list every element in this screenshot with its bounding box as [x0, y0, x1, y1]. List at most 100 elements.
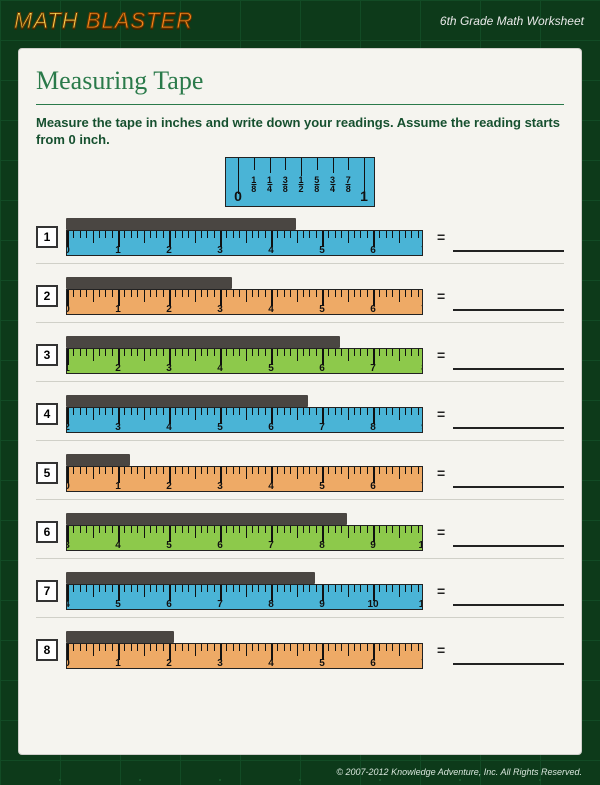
ruler-block: 4567891011 [66, 572, 423, 610]
ruler-number: 2 [166, 481, 172, 492]
problem-number: 8 [36, 639, 58, 661]
ruler-number: 1 [115, 481, 121, 492]
ruler-number: 4 [268, 304, 274, 315]
ruler-number: 5 [319, 304, 325, 315]
logo: MATH BLASTER [14, 8, 193, 34]
ruler-number: 4 [268, 658, 274, 669]
ruler-number: 2 [166, 245, 172, 256]
ruler-block: 01234567 [66, 218, 423, 256]
ruler-number: 6 [319, 363, 325, 374]
tape-bar [66, 277, 232, 289]
page-title: Measuring Tape [36, 66, 564, 105]
answer-blank[interactable] [453, 545, 564, 547]
legend-ruler: 0181438125834781 [225, 157, 375, 207]
worksheet-sheet: Measuring Tape Measure the tape in inche… [18, 48, 582, 755]
equals-label: = [431, 406, 445, 422]
legend-fraction-label: 38 [283, 176, 288, 193]
problem-number: 2 [36, 285, 58, 307]
tape-bar [66, 218, 296, 230]
answer-blank[interactable] [453, 604, 564, 606]
ruler-number: 9 [370, 540, 376, 551]
legend-fraction-label: 14 [267, 176, 272, 193]
page-header: MATH BLASTER 6th Grade Math Worksheet [0, 0, 600, 48]
ruler-number: 8 [319, 540, 325, 551]
tape-bar [66, 572, 315, 584]
ruler-number: 1 [115, 245, 121, 256]
ruler-block: 12345678 [66, 336, 423, 374]
legend-whole-label: 0 [234, 188, 242, 204]
answer-blank[interactable] [453, 309, 564, 311]
ruler-block: 23456789 [66, 395, 423, 433]
ruler-number: 5 [166, 540, 172, 551]
problem-number: 3 [36, 344, 58, 366]
problem-row: 6345678910= [36, 513, 564, 559]
ruler-number: 7 [319, 422, 325, 433]
ruler: 4567891011 [66, 584, 423, 610]
ruler-number: 4 [268, 245, 274, 256]
logo-word-a: MATH [14, 8, 79, 33]
ruler-number: 5 [319, 245, 325, 256]
answer-blank[interactable] [453, 250, 564, 252]
ruler-number: 7 [217, 599, 223, 610]
ruler-number: 6 [370, 481, 376, 492]
ruler-number: 6 [370, 658, 376, 669]
answer-blank[interactable] [453, 368, 564, 370]
ruler-number: 8 [370, 422, 376, 433]
copyright: © 2007-2012 Knowledge Adventure, Inc. Al… [336, 767, 582, 777]
ruler: 345678910 [66, 525, 423, 551]
ruler-number: 8 [268, 599, 274, 610]
ruler-number: 1 [115, 658, 121, 669]
legend-fraction-label: 12 [298, 176, 303, 193]
problem-number: 1 [36, 226, 58, 248]
answer-blank[interactable] [453, 663, 564, 665]
ruler-number: 10 [418, 540, 423, 551]
ruler-number: 2 [166, 658, 172, 669]
ruler-number: 8 [421, 363, 423, 374]
ruler-number: 7 [421, 304, 423, 315]
ruler-number: 11 [419, 599, 423, 610]
ruler-number: 6 [268, 422, 274, 433]
ruler-number: 3 [217, 245, 223, 256]
legend-fraction-label: 18 [251, 176, 256, 193]
tape-bar [66, 513, 347, 525]
ruler-number: 7 [421, 658, 423, 669]
ruler-number: 3 [166, 363, 172, 374]
ruler-number: 3 [217, 658, 223, 669]
ruler-block: 345678910 [66, 513, 423, 551]
ruler-number: 2 [66, 422, 70, 433]
tape-bar [66, 454, 130, 466]
ruler-number: 3 [217, 481, 223, 492]
ruler-number: 4 [268, 481, 274, 492]
ruler-number: 10 [367, 599, 378, 610]
ruler-number: 4 [66, 599, 70, 610]
ruler: 0 1 2 3 4 5 6 7 [66, 643, 423, 669]
ruler-block: 01234567 [66, 277, 423, 315]
ruler-number: 5 [115, 599, 121, 610]
legend-fraction-label: 78 [346, 176, 351, 193]
instructions: Measure the tape in inches and write dow… [36, 115, 564, 149]
problem-row: 80 1 2 3 4 5 6 7 = [36, 631, 564, 676]
ruler-number: 5 [319, 658, 325, 669]
ruler-number: 3 [115, 422, 121, 433]
ruler-number: 4 [115, 540, 121, 551]
problems-list: 101234567=201234567=312345678=423456789=… [36, 218, 564, 676]
tape-bar [66, 395, 308, 407]
equals-label: = [431, 583, 445, 599]
logo-word-b: BLASTER [86, 8, 193, 33]
ruler: 12345678 [66, 348, 423, 374]
ruler-number: 4 [217, 363, 223, 374]
ruler-number: 7 [421, 481, 423, 492]
ruler-number: 0 [66, 304, 70, 315]
ruler-number: 2 [115, 363, 121, 374]
ruler: 23456789 [66, 407, 423, 433]
answer-blank[interactable] [453, 427, 564, 429]
ruler-number: 0 [66, 658, 70, 669]
problem-number: 4 [36, 403, 58, 425]
equals-label: = [431, 642, 445, 658]
ruler-number: 5 [217, 422, 223, 433]
answer-blank[interactable] [453, 486, 564, 488]
ruler-number: 0 [66, 245, 70, 256]
equals-label: = [431, 524, 445, 540]
equals-label: = [431, 229, 445, 245]
legend-fraction-label: 58 [314, 176, 319, 193]
